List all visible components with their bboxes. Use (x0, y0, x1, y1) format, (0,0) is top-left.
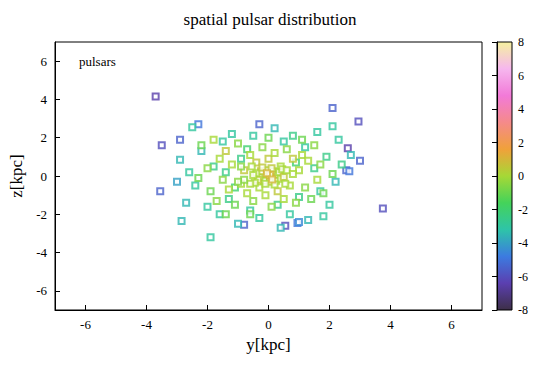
svg-text:-6: -6 (518, 270, 528, 284)
svg-text:0: 0 (41, 169, 48, 184)
svg-text:4: 4 (41, 92, 48, 107)
svg-text:y[kpc]: y[kpc] (246, 335, 290, 354)
svg-text:0: 0 (518, 169, 524, 183)
svg-text:z[kpc]: z[kpc] (7, 154, 26, 197)
svg-text:spatial pulsar distribution: spatial pulsar distribution (184, 10, 357, 29)
svg-text:pulsars: pulsars (79, 54, 116, 69)
svg-text:-2: -2 (518, 203, 528, 217)
svg-text:-6: -6 (80, 317, 91, 332)
svg-text:-2: -2 (202, 317, 213, 332)
svg-text:6: 6 (518, 69, 524, 83)
svg-text:-8: -8 (518, 303, 528, 317)
svg-text:-4: -4 (36, 245, 47, 260)
svg-text:6: 6 (448, 317, 455, 332)
svg-text:4: 4 (387, 317, 394, 332)
svg-text:4: 4 (518, 102, 524, 116)
svg-text:6: 6 (41, 54, 48, 69)
svg-text:2: 2 (326, 317, 333, 332)
svg-text:-2: -2 (36, 207, 47, 222)
svg-text:-6: -6 (36, 283, 47, 298)
svg-text:8: 8 (518, 35, 524, 49)
svg-text:2: 2 (41, 130, 48, 145)
svg-text:0: 0 (265, 317, 272, 332)
svg-text:2: 2 (518, 136, 524, 150)
svg-text:-4: -4 (518, 236, 528, 250)
svg-text:-4: -4 (141, 317, 152, 332)
